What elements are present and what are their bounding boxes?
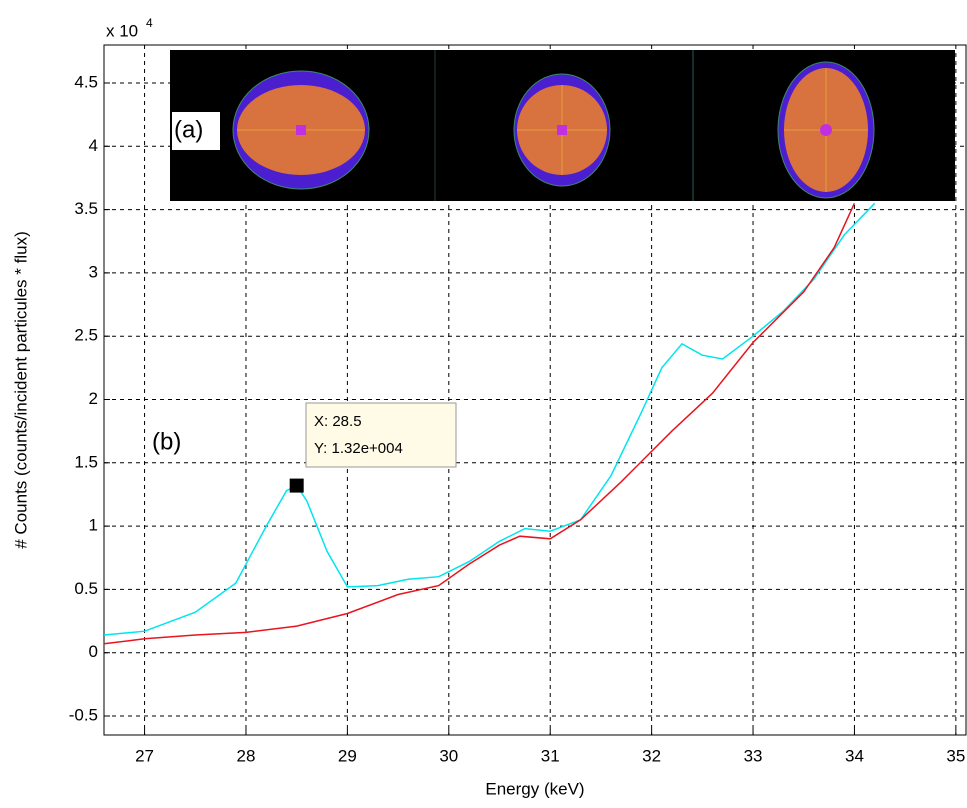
y-tick-label: 3 — [89, 262, 98, 281]
y-tick-label: 2.5 — [74, 326, 98, 345]
x-tick-label: 32 — [642, 746, 661, 765]
annotation: (a) — [174, 116, 203, 143]
center-marker — [557, 125, 567, 135]
center-marker — [820, 124, 832, 136]
y-scale-power: 4 — [146, 16, 153, 30]
x-tick-label: 29 — [338, 746, 357, 765]
x-tick-label: 33 — [744, 746, 763, 765]
y-tick-label: 4 — [89, 136, 98, 155]
y-tick-label: 1 — [89, 516, 98, 535]
x-tick-label: 34 — [845, 746, 864, 765]
y-tick-label: 3.5 — [74, 199, 98, 218]
y-tick-label: 2 — [89, 389, 98, 408]
x-tick-label: 30 — [439, 746, 458, 765]
chart: (a) (b) x 10 4 Energy (keV) # Counts (co… — [0, 0, 967, 808]
x-tick-label: 27 — [135, 746, 154, 765]
datatip-y[interactable]: Y: 1.32e+004 — [314, 440, 403, 457]
y-axis-title: # Counts (counts/incident particules * f… — [11, 231, 30, 549]
y-tick-label: -0.5 — [69, 705, 98, 724]
x-tick-label: 28 — [237, 746, 256, 765]
datatip-marker[interactable] — [290, 479, 304, 493]
x-axis-title: Energy (keV) — [485, 779, 584, 798]
x-tick-label: 31 — [541, 746, 560, 765]
inset-image — [170, 50, 955, 201]
annotation: (b) — [152, 428, 181, 455]
y-scale-label: x 10 — [106, 21, 138, 40]
center-marker — [296, 125, 306, 135]
y-tick-label: 0 — [89, 642, 98, 661]
y-tick-label: 0.5 — [74, 579, 98, 598]
x-tick-label: 35 — [946, 746, 965, 765]
datatip-x[interactable]: X: 28.5 — [314, 413, 362, 430]
y-tick-label: 1.5 — [74, 452, 98, 471]
y-tick-label: 4.5 — [74, 72, 98, 91]
